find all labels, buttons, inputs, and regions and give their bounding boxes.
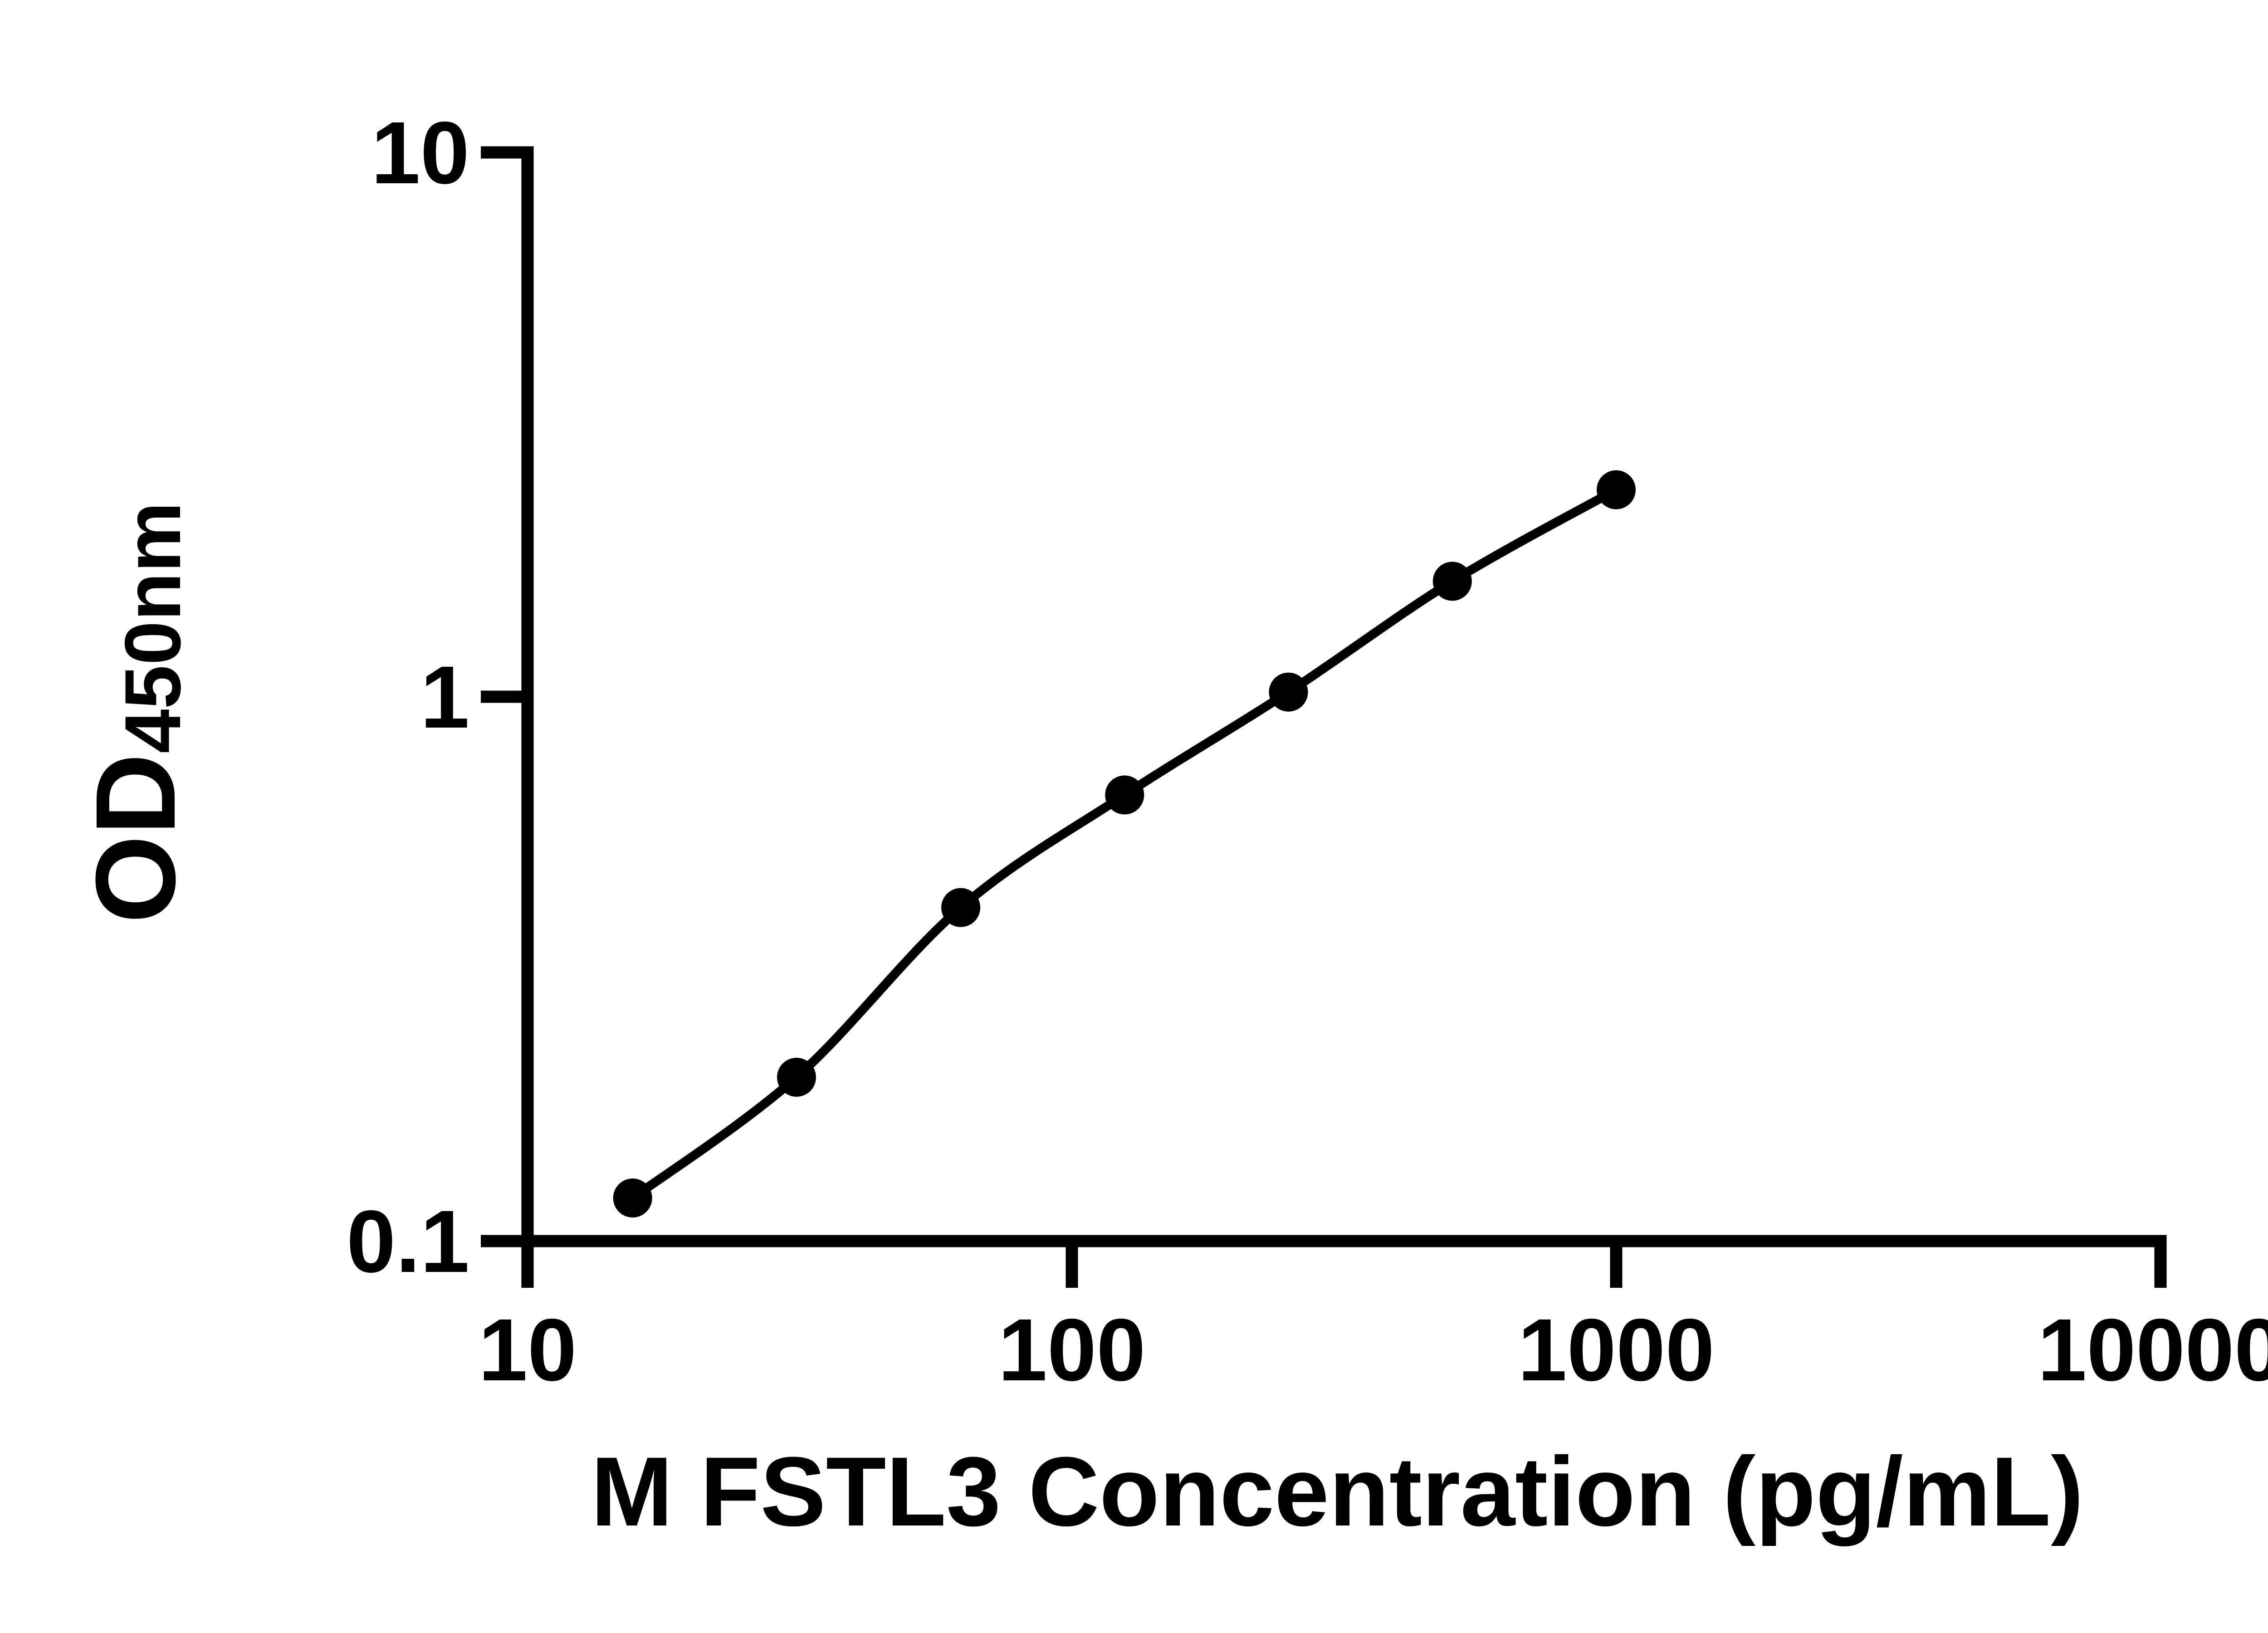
- standard-curve-line: [630, 485, 1618, 1202]
- data-point: [777, 1057, 816, 1097]
- y-tick-label-10: 10: [371, 103, 469, 202]
- data-point: [1597, 470, 1636, 509]
- data-point: [613, 1178, 652, 1217]
- data-points: [613, 470, 1636, 1217]
- x-tick-label-10: 10: [479, 1301, 577, 1399]
- data-point: [1432, 562, 1472, 601]
- data-point: [1269, 672, 1308, 712]
- data-point: [1105, 775, 1144, 815]
- axes: [481, 146, 2167, 1288]
- y-axis-title: OD450nm: [72, 502, 199, 923]
- y-tick-label-0.1: 0.1: [347, 1192, 469, 1291]
- y-tick-labels: 0.1 1 10: [347, 103, 469, 1291]
- x-tick-label-100: 100: [998, 1301, 1145, 1399]
- x-tick-label-10000: 10000: [2038, 1301, 2268, 1399]
- x-tick-labels: 10 100 1000 10000: [479, 1301, 2268, 1399]
- y-axis-title-sub: 450nm: [109, 502, 197, 753]
- x-axis-title: M FSTL3 Concentration (pg/mL): [591, 1437, 2084, 1546]
- x-tick-marks: [521, 1241, 2167, 1288]
- y-axis-title-main: OD: [72, 753, 199, 924]
- y-tick-label-1: 1: [420, 648, 469, 747]
- y-tick-marks: [481, 146, 528, 1247]
- x-tick-label-1000: 1000: [1518, 1301, 1715, 1399]
- data-point: [941, 888, 981, 927]
